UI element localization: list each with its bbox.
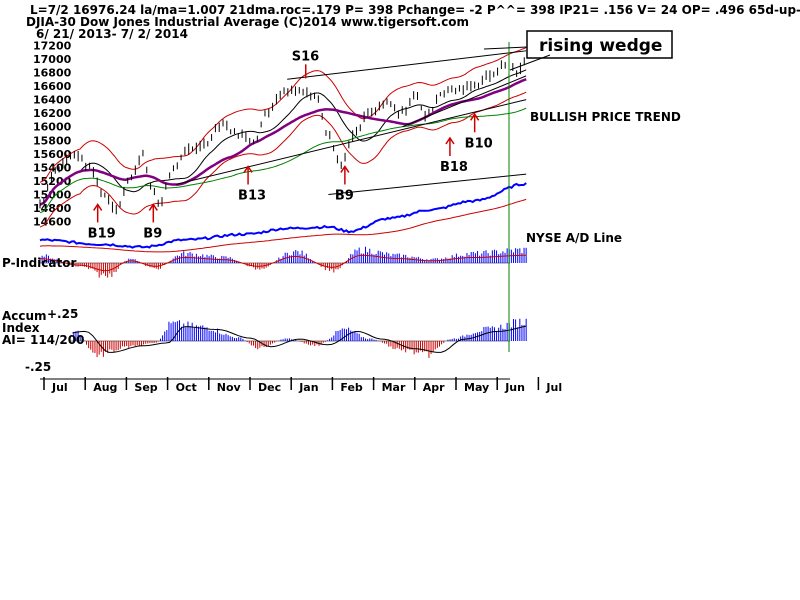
buy-signal-label: B18 xyxy=(440,160,468,175)
p-indicator-label: P-Indicator xyxy=(2,256,76,270)
month-tick-label: Mar xyxy=(382,381,406,394)
upper-band-line xyxy=(39,47,527,183)
y-tick-label: 14600 xyxy=(33,216,72,229)
p-indicator-group xyxy=(39,246,527,278)
rising-wedge-box xyxy=(526,30,673,59)
buy-arrow-head xyxy=(340,165,350,173)
month-tick-label: Jan xyxy=(298,381,318,394)
y-tick-label: 17000 xyxy=(33,53,72,66)
ai-label: AI= 114/200 xyxy=(2,333,84,347)
signal-markers: S16 B19 B9 B13 B9 B18 B10 xyxy=(88,49,493,241)
y-tick-label: 16400 xyxy=(33,94,72,107)
trend-lines xyxy=(175,50,527,195)
month-tick-label: Feb xyxy=(340,381,363,394)
wedge-pointer-lower xyxy=(509,54,551,71)
ma200-line xyxy=(39,107,527,214)
bullish-trend-label: BULLISH PRICE TREND xyxy=(530,110,681,124)
ad-line-group xyxy=(39,182,527,253)
ad-line xyxy=(39,182,527,249)
accum-index-group xyxy=(70,318,527,358)
plus-25-label: +.25 xyxy=(47,307,78,321)
month-tick-label: Oct xyxy=(176,381,197,394)
ad-trend-line xyxy=(328,173,527,195)
rising-wedge-label: rising wedge xyxy=(539,36,662,56)
month-tick-label: Dec xyxy=(258,381,281,394)
y-tick-label: 16600 xyxy=(33,80,72,93)
y-axis-ticks: 1720017000168001660016400162001600015800… xyxy=(33,39,72,228)
header-line3: 6/ 21/ 2013- 7/ 2/ 2014 xyxy=(36,27,188,41)
index-label: Index xyxy=(2,321,40,335)
month-axis: Jul Aug Sep Oct Nov Dec Jan Feb Mar Apr May Jun Jul xyxy=(40,377,562,394)
p-ma-line xyxy=(39,254,527,272)
month-tick-label: Jun xyxy=(504,381,525,394)
y-tick-label: 15000 xyxy=(33,189,72,202)
buy-arrow-head xyxy=(470,112,480,121)
accum-label: Accum xyxy=(2,309,47,323)
wedge-upper-line xyxy=(287,50,527,80)
buy-signal-label: B19 xyxy=(88,226,116,241)
buy-signal-label: B9 xyxy=(335,188,354,203)
ma50-line xyxy=(39,78,527,206)
nyse-ad-label: NYSE A/D Line xyxy=(526,231,622,245)
uptrend-line xyxy=(175,99,527,185)
ad-ma-line xyxy=(39,198,527,253)
buy-signal-label: B10 xyxy=(465,136,493,151)
month-tick-label: Nov xyxy=(217,381,242,394)
ma21-line xyxy=(39,69,527,206)
buy-arrow-head xyxy=(445,136,455,145)
sell-signal-label: S16 xyxy=(292,49,319,64)
minus-25-label: -.25 xyxy=(25,360,51,374)
month-tick-label: May xyxy=(464,381,489,394)
y-tick-label: 17200 xyxy=(33,39,72,52)
y-tick-label: 15800 xyxy=(33,134,72,147)
buy-arrow-head xyxy=(148,203,158,211)
buy-signal-label: B13 xyxy=(238,188,266,203)
lower-band-line xyxy=(39,91,527,228)
month-tick-label: Jul xyxy=(545,381,562,394)
month-tick-label: Sep xyxy=(134,381,157,394)
buy-arrow-head xyxy=(93,203,103,211)
price-bars xyxy=(39,57,525,215)
buy-signal-label: B9 xyxy=(143,226,162,241)
header-line2: DJIA-30 Dow Jones Industrial Average (C)… xyxy=(26,15,469,29)
y-tick-label: 16000 xyxy=(33,121,72,134)
accum-ma-line xyxy=(72,325,527,353)
y-tick-label: 16800 xyxy=(33,67,72,80)
wedge-pointer-upper xyxy=(483,46,528,50)
header-line1: L=7/2 16976.24 la/ma=1.007 21dma.roc=.17… xyxy=(30,3,800,17)
month-tick-label: Jul xyxy=(51,381,68,394)
y-tick-label: 15200 xyxy=(33,175,72,188)
wedge-lower-line xyxy=(402,75,527,128)
y-tick-label: 15600 xyxy=(33,148,72,161)
month-tick-label: Aug xyxy=(93,381,117,394)
month-tick-label: Apr xyxy=(423,381,445,394)
ma-bands xyxy=(39,47,527,228)
buy-arrow-head xyxy=(243,165,253,173)
y-tick-label: 16200 xyxy=(33,107,72,120)
